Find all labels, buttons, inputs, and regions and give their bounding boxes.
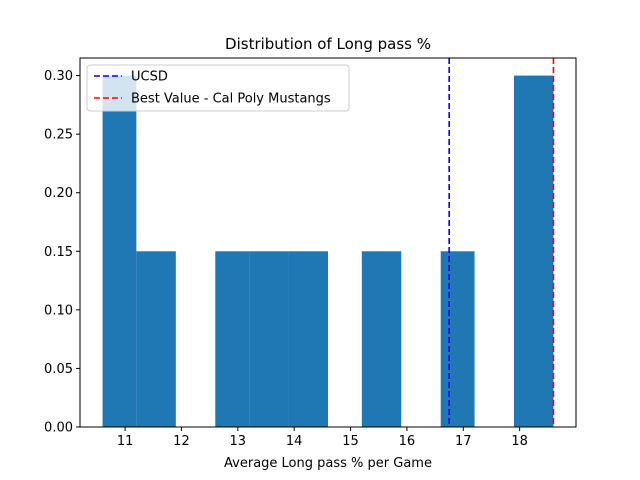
reference-lines-group xyxy=(448,58,555,427)
plot-frame xyxy=(79,57,577,428)
histogram-bar xyxy=(215,251,250,427)
histogram-bar xyxy=(440,251,475,427)
x-axis-ticks: 11 12 13 14 15 16 17 18 xyxy=(117,427,528,449)
y-tick-label: 0.05 xyxy=(44,362,73,377)
y-tick-label: 0.00 xyxy=(44,421,73,436)
x-tick-label: 16 xyxy=(399,434,416,449)
x-tick-label: 15 xyxy=(342,434,359,449)
x-tick-label: 18 xyxy=(511,434,528,449)
y-tick-label: 0.25 xyxy=(44,128,73,143)
x-tick-label: 12 xyxy=(173,434,190,449)
x-tick-label: 11 xyxy=(117,434,134,449)
bars-group xyxy=(102,75,554,428)
x-axis-label: Average Long pass % per Game xyxy=(224,456,432,471)
histogram-bar xyxy=(288,251,328,427)
y-axis-ticks: 0.00 0.05 0.10 0.15 0.20 0.25 0.30 xyxy=(44,69,80,436)
y-tick-label: 0.20 xyxy=(44,186,73,201)
histogram-bar xyxy=(249,251,289,427)
legend-label: Best Value - Cal Poly Mustangs xyxy=(131,92,331,107)
x-tick-label: 14 xyxy=(286,434,303,449)
y-tick-label: 0.10 xyxy=(44,303,73,318)
y-tick-label: 0.15 xyxy=(44,245,73,260)
legend: UCSD Best Value - Cal Poly Mustangs xyxy=(86,64,350,112)
legend-label: UCSD xyxy=(131,70,168,85)
histogram-bar xyxy=(102,75,137,428)
histogram-bar xyxy=(514,75,554,428)
x-tick-label: 17 xyxy=(455,434,472,449)
histogram-bar xyxy=(361,251,402,427)
y-tick-label: 0.30 xyxy=(44,69,73,84)
x-tick-label: 13 xyxy=(230,434,247,449)
chart-title: Distribution of Long pass % xyxy=(225,35,431,53)
histogram-bar xyxy=(136,251,176,427)
legend-box xyxy=(86,64,350,112)
